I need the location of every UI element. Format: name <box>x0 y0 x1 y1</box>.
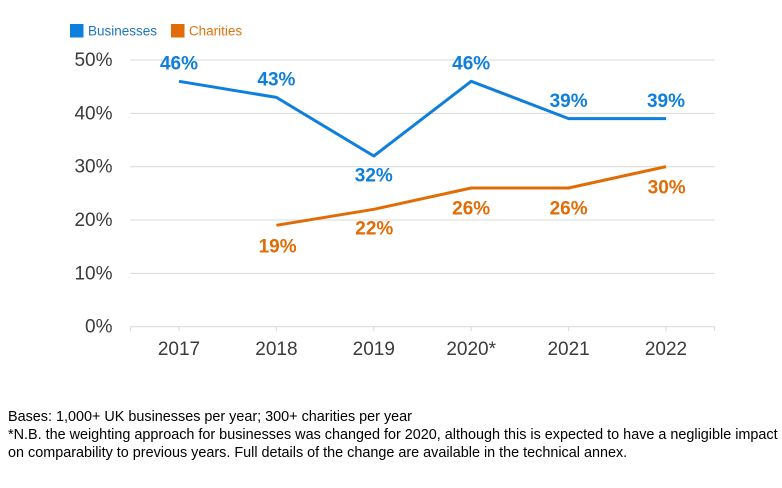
svg-text:Businesses: Businesses <box>88 23 157 38</box>
svg-text:2022: 2022 <box>645 339 687 360</box>
svg-text:2017: 2017 <box>158 339 200 360</box>
svg-text:2018: 2018 <box>255 339 297 360</box>
svg-text:26%: 26% <box>550 199 588 220</box>
svg-text:0%: 0% <box>85 317 113 338</box>
svg-text:20%: 20% <box>74 210 112 231</box>
svg-text:Charities: Charities <box>189 23 243 38</box>
svg-text:30%: 30% <box>74 157 112 178</box>
svg-text:19%: 19% <box>259 237 297 258</box>
svg-text:39%: 39% <box>550 91 588 112</box>
svg-text:46%: 46% <box>160 54 198 75</box>
svg-text:2021: 2021 <box>547 339 589 360</box>
svg-text:39%: 39% <box>647 91 685 112</box>
svg-text:50%: 50% <box>74 50 112 71</box>
svg-text:10%: 10% <box>74 263 112 284</box>
svg-text:30%: 30% <box>648 178 686 199</box>
svg-text:43%: 43% <box>257 70 295 91</box>
svg-text:2019: 2019 <box>353 339 395 360</box>
svg-text:40%: 40% <box>74 103 112 124</box>
svg-text:26%: 26% <box>452 199 490 220</box>
svg-text:32%: 32% <box>355 166 393 187</box>
svg-text:2020*: 2020* <box>446 339 496 360</box>
svg-text:22%: 22% <box>355 219 393 240</box>
svg-text:46%: 46% <box>452 54 490 75</box>
